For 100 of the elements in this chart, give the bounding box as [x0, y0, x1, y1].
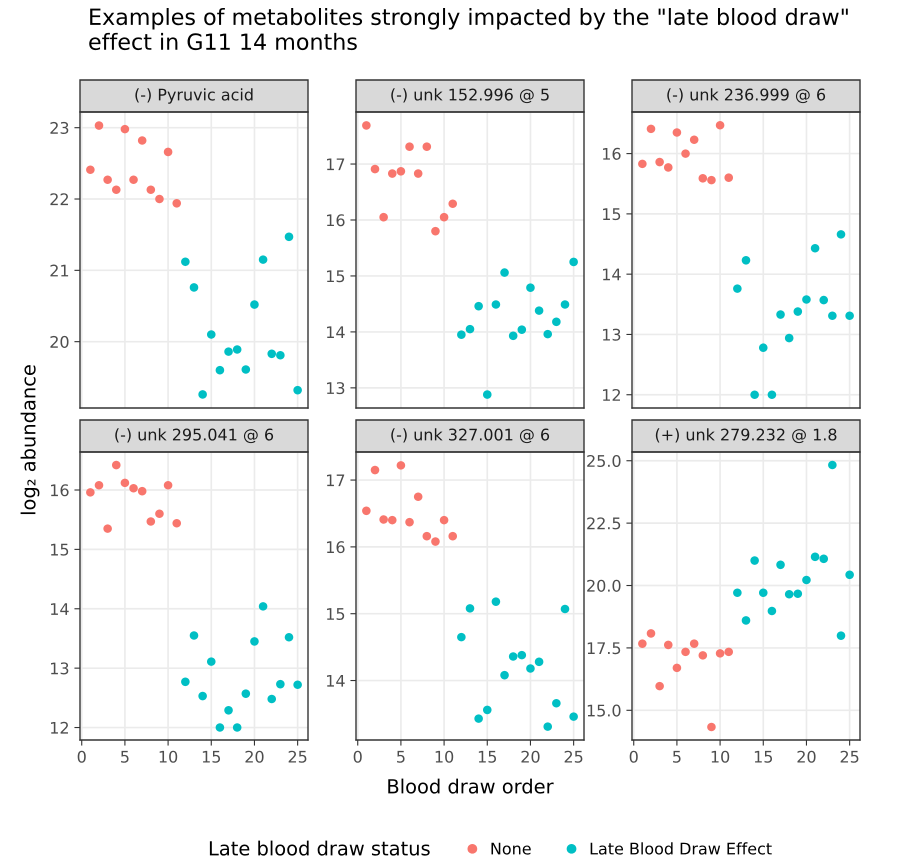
chart-title: (-) unk 327.001 @ 6	[391, 428, 550, 444]
x-tick-label: 10	[712, 750, 730, 763]
y-tick-label: 14	[603, 268, 621, 280]
legend-title: Late blood draw status	[210, 840, 430, 856]
point	[448, 199, 458, 208]
point	[466, 324, 474, 334]
point	[543, 330, 552, 338]
point	[405, 518, 414, 526]
point	[742, 616, 750, 625]
x-tick-label: 25	[840, 750, 858, 763]
point	[646, 629, 656, 638]
point	[474, 714, 483, 723]
x-axis-title: Blood draw order	[388, 778, 554, 794]
point	[388, 169, 397, 178]
x-tick-label: 25	[564, 750, 582, 763]
point	[224, 347, 233, 356]
point	[845, 570, 854, 580]
y-tick-label: 14	[327, 326, 345, 338]
point	[534, 658, 544, 666]
point	[388, 516, 397, 524]
point	[267, 694, 276, 704]
x-tick-label: 5	[397, 750, 405, 763]
y-tick-label: 12	[51, 722, 68, 734]
point	[431, 537, 440, 546]
point	[155, 194, 164, 204]
point	[750, 390, 759, 400]
point	[181, 678, 190, 686]
y-tick-label: 12	[603, 388, 620, 401]
point	[414, 169, 422, 178]
point	[457, 632, 466, 642]
y-tick-label: 25.0	[587, 454, 621, 468]
y-tick-label: 16	[327, 541, 345, 554]
point	[819, 554, 828, 564]
point	[733, 284, 742, 293]
point	[396, 461, 406, 470]
point	[94, 121, 104, 130]
point	[120, 124, 130, 134]
point	[86, 165, 95, 174]
point	[190, 283, 198, 292]
point	[672, 664, 682, 672]
point	[724, 173, 734, 182]
point	[776, 560, 785, 570]
point	[276, 350, 285, 360]
point	[802, 576, 811, 584]
point	[819, 296, 828, 304]
point	[810, 244, 820, 253]
point	[733, 588, 742, 598]
point	[206, 330, 216, 339]
point	[258, 255, 268, 264]
point	[138, 136, 146, 145]
point	[396, 167, 406, 176]
legend-label: None	[492, 842, 531, 855]
point	[681, 648, 690, 656]
point	[569, 712, 578, 721]
y-tick-label: 13	[51, 662, 68, 674]
point	[224, 706, 233, 715]
point	[258, 602, 268, 611]
point	[250, 300, 259, 309]
point	[500, 268, 509, 277]
y-tick-label: 16	[603, 148, 621, 160]
point	[768, 390, 776, 400]
point	[216, 366, 224, 374]
point	[370, 466, 380, 474]
point	[164, 480, 172, 490]
x-tick-label: 20	[245, 750, 264, 763]
point	[784, 334, 794, 342]
point	[190, 631, 198, 640]
point	[698, 651, 708, 660]
x-tick-label: 5	[673, 750, 681, 763]
point	[716, 649, 724, 658]
chart-title: (+) unk 279.232 @ 1.8	[656, 428, 836, 444]
point	[758, 343, 768, 352]
point	[655, 158, 664, 166]
point	[474, 302, 483, 310]
point	[655, 682, 664, 690]
point	[103, 524, 112, 533]
point	[370, 164, 380, 174]
point	[112, 185, 121, 194]
point	[250, 637, 259, 646]
point	[172, 199, 182, 208]
point	[681, 149, 690, 158]
legend-label: Late Blood Draw Effect	[590, 842, 772, 855]
point	[86, 488, 95, 497]
point	[768, 606, 776, 616]
point	[293, 386, 302, 394]
point	[707, 176, 716, 184]
point	[164, 148, 172, 156]
y-axis-title: log₂ abundance	[20, 365, 40, 514]
x-tick-label: 0	[78, 750, 86, 763]
point	[120, 478, 130, 488]
point	[750, 556, 759, 565]
point	[146, 517, 156, 526]
point	[716, 120, 724, 130]
point	[362, 121, 371, 130]
point	[638, 639, 647, 648]
point	[836, 631, 846, 640]
point	[232, 345, 242, 354]
point	[845, 311, 854, 320]
point	[672, 128, 682, 137]
point	[794, 307, 802, 316]
